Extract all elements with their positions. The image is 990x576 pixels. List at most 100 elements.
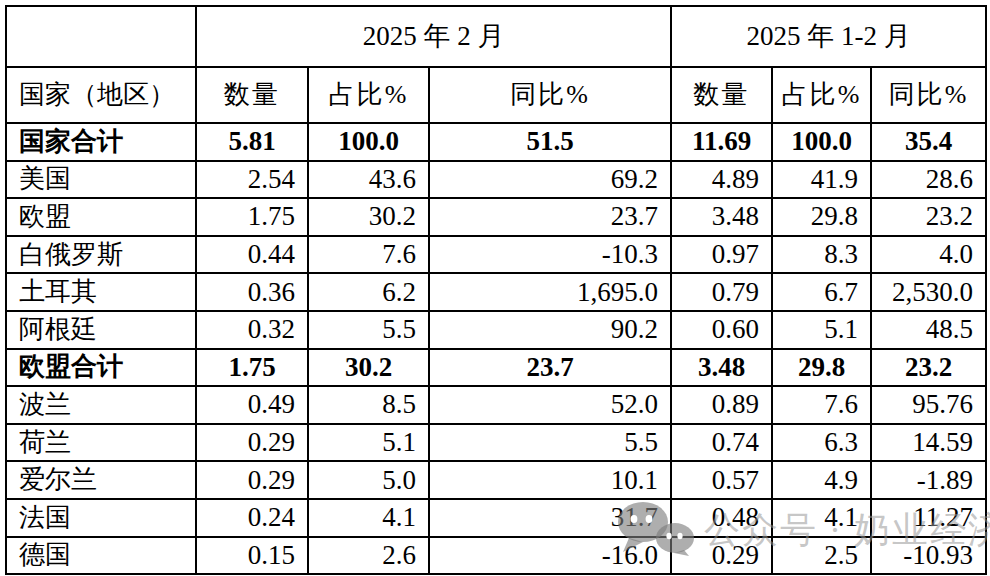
column-header-row: 国家（地区） 数量 占比% 同比% 数量 占比% 同比%: [6, 67, 986, 123]
share-janfeb-cell: 41.9: [772, 161, 871, 199]
share-janfeb-cell: 29.8: [772, 198, 871, 236]
table-row: 法国 0.24 4.1 31.7 0.48 4.1 11.27: [6, 499, 986, 537]
yoy-feb-cell: 52.0: [429, 386, 671, 424]
qty-janfeb-cell: 4.89: [671, 161, 772, 199]
yoy-janfeb-cell: 48.5: [871, 311, 986, 349]
table-row: 白俄罗斯 0.44 7.6 -10.3 0.97 8.3 4.0: [6, 236, 986, 274]
yoy-feb-cell: -16.0: [429, 537, 671, 575]
corner-cell: [6, 6, 196, 67]
table-row: 荷兰 0.29 5.1 5.5 0.74 6.3 14.59: [6, 424, 986, 462]
country-cell: 欧盟合计: [6, 349, 196, 387]
share-feb-cell: 5.0: [308, 461, 429, 499]
country-cell: 德国: [6, 537, 196, 575]
country-cell: 美国: [6, 161, 196, 199]
yoy-feb-cell: 23.7: [429, 349, 671, 387]
qty-feb-cell: 1.75: [196, 198, 308, 236]
share-feb-cell: 30.2: [308, 349, 429, 387]
table-row: 德国 0.15 2.6 -16.0 0.29 2.5 -10.93: [6, 537, 986, 575]
qty-janfeb-cell: 0.60: [671, 311, 772, 349]
share-janfeb-cell: 6.7: [772, 273, 871, 311]
yoy-janfeb-cell: 35.4: [871, 123, 986, 161]
qty-feb-cell: 1.75: [196, 349, 308, 387]
col-header-share-janfeb: 占比%: [772, 67, 871, 123]
yoy-janfeb-cell: 14.59: [871, 424, 986, 462]
yoy-janfeb-cell: 2,530.0: [871, 273, 986, 311]
table-row: 欧盟合计 1.75 30.2 23.7 3.48 29.8 23.2: [6, 349, 986, 387]
qty-feb-cell: 0.32: [196, 311, 308, 349]
col-header-yoy-janfeb: 同比%: [871, 67, 986, 123]
country-cell: 国家合计: [6, 123, 196, 161]
table-row: 阿根廷 0.32 5.5 90.2 0.60 5.1 48.5: [6, 311, 986, 349]
col-header-yoy-feb: 同比%: [429, 67, 671, 123]
yoy-feb-cell: 23.7: [429, 198, 671, 236]
yoy-janfeb-cell: -1.89: [871, 461, 986, 499]
share-feb-cell: 2.6: [308, 537, 429, 575]
share-janfeb-cell: 4.1: [772, 499, 871, 537]
share-feb-cell: 8.5: [308, 386, 429, 424]
col-header-qty-janfeb: 数量: [671, 67, 772, 123]
yoy-feb-cell: 51.5: [429, 123, 671, 161]
qty-janfeb-cell: 3.48: [671, 198, 772, 236]
qty-janfeb-cell: 0.97: [671, 236, 772, 274]
qty-feb-cell: 0.29: [196, 461, 308, 499]
country-cell: 荷兰: [6, 424, 196, 462]
table-row: 爱尔兰 0.29 5.0 10.1 0.57 4.9 -1.89: [6, 461, 986, 499]
country-cell: 波兰: [6, 386, 196, 424]
share-janfeb-cell: 29.8: [772, 349, 871, 387]
table-row: 美国 2.54 43.6 69.2 4.89 41.9 28.6: [6, 161, 986, 199]
share-feb-cell: 5.5: [308, 311, 429, 349]
qty-feb-cell: 5.81: [196, 123, 308, 161]
qty-feb-cell: 0.49: [196, 386, 308, 424]
table-row: 土耳其 0.36 6.2 1,695.0 0.79 6.7 2,530.0: [6, 273, 986, 311]
yoy-janfeb-cell: 4.0: [871, 236, 986, 274]
group-header-feb: 2025 年 2 月: [196, 6, 671, 67]
share-janfeb-cell: 8.3: [772, 236, 871, 274]
yoy-feb-cell: 5.5: [429, 424, 671, 462]
yoy-janfeb-cell: -10.93: [871, 537, 986, 575]
qty-janfeb-cell: 0.89: [671, 386, 772, 424]
qty-feb-cell: 0.44: [196, 236, 308, 274]
share-feb-cell: 43.6: [308, 161, 429, 199]
qty-janfeb-cell: 11.69: [671, 123, 772, 161]
yoy-feb-cell: 90.2: [429, 311, 671, 349]
share-janfeb-cell: 7.6: [772, 386, 871, 424]
qty-janfeb-cell: 0.79: [671, 273, 772, 311]
table-row: 欧盟 1.75 30.2 23.7 3.48 29.8 23.2: [6, 198, 986, 236]
trade-statistics-table: 2025 年 2 月 2025 年 1-2 月 国家（地区） 数量 占比% 同比…: [5, 5, 987, 575]
yoy-janfeb-cell: 95.76: [871, 386, 986, 424]
col-header-qty-feb: 数量: [196, 67, 308, 123]
qty-janfeb-cell: 0.48: [671, 499, 772, 537]
share-feb-cell: 4.1: [308, 499, 429, 537]
qty-feb-cell: 0.29: [196, 424, 308, 462]
col-header-country: 国家（地区）: [6, 67, 196, 123]
share-feb-cell: 5.1: [308, 424, 429, 462]
country-cell: 爱尔兰: [6, 461, 196, 499]
yoy-janfeb-cell: 23.2: [871, 198, 986, 236]
yoy-janfeb-cell: 11.27: [871, 499, 986, 537]
country-cell: 阿根廷: [6, 311, 196, 349]
share-feb-cell: 100.0: [308, 123, 429, 161]
qty-feb-cell: 2.54: [196, 161, 308, 199]
share-janfeb-cell: 6.3: [772, 424, 871, 462]
country-cell: 土耳其: [6, 273, 196, 311]
yoy-feb-cell: 1,695.0: [429, 273, 671, 311]
table-row: 国家合计 5.81 100.0 51.5 11.69 100.0 35.4: [6, 123, 986, 161]
group-header-row: 2025 年 2 月 2025 年 1-2 月: [6, 6, 986, 67]
yoy-feb-cell: 69.2: [429, 161, 671, 199]
share-janfeb-cell: 5.1: [772, 311, 871, 349]
qty-janfeb-cell: 0.29: [671, 537, 772, 575]
share-janfeb-cell: 100.0: [772, 123, 871, 161]
qty-janfeb-cell: 3.48: [671, 349, 772, 387]
group-header-janfeb: 2025 年 1-2 月: [671, 6, 986, 67]
share-janfeb-cell: 4.9: [772, 461, 871, 499]
share-feb-cell: 6.2: [308, 273, 429, 311]
country-cell: 白俄罗斯: [6, 236, 196, 274]
qty-feb-cell: 0.36: [196, 273, 308, 311]
share-feb-cell: 7.6: [308, 236, 429, 274]
qty-feb-cell: 0.24: [196, 499, 308, 537]
yoy-janfeb-cell: 28.6: [871, 161, 986, 199]
country-cell: 法国: [6, 499, 196, 537]
share-janfeb-cell: 2.5: [772, 537, 871, 575]
col-header-share-feb: 占比%: [308, 67, 429, 123]
table-body: 国家合计 5.81 100.0 51.5 11.69 100.0 35.4 美国…: [6, 123, 986, 574]
